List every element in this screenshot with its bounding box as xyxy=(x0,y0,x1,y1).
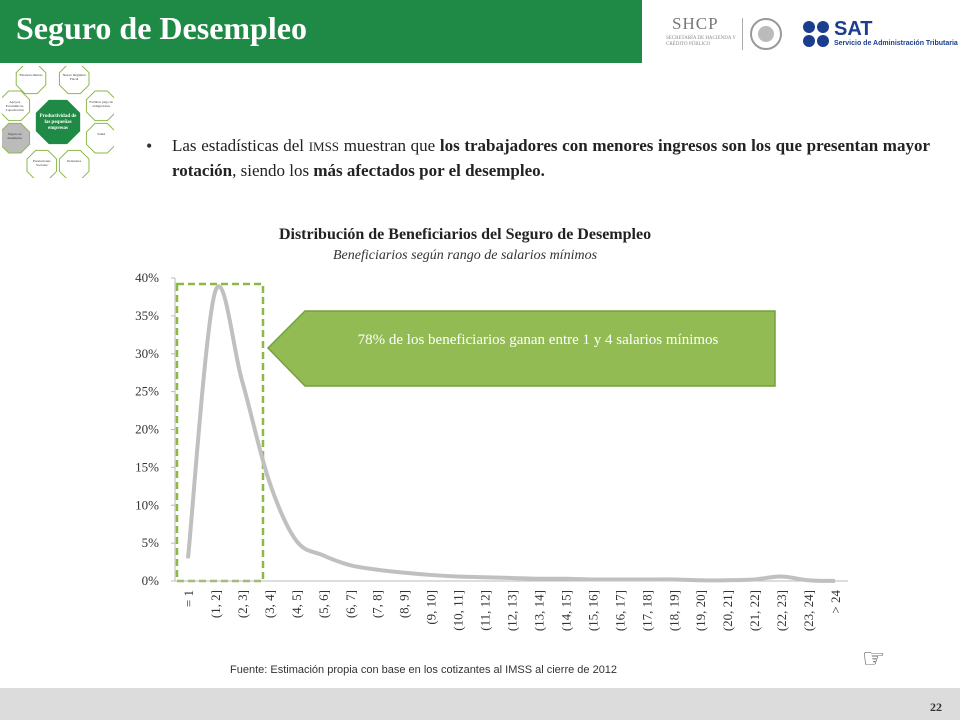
x-tick-label: (5, 6] xyxy=(316,590,331,618)
diagram-node-label: Seguro de desempleo xyxy=(7,132,23,141)
x-tick-label: (16, 17] xyxy=(612,590,627,631)
x-tick-label: (23, 24] xyxy=(801,590,816,631)
x-tick-label: (22, 23] xyxy=(774,590,789,631)
bullet-segment: muestran que xyxy=(339,136,440,155)
x-tick-label: (12, 13] xyxy=(505,590,520,631)
header-bar xyxy=(0,0,642,63)
diagram-node-label: Facilitar pago de obligaciones xyxy=(89,99,113,108)
y-tick-label: 15% xyxy=(135,459,159,474)
chart: 0% 5% 10% 15% 20% 25% 30% 35% 40% = 1 (1, 2] (2, 3]… xyxy=(135,270,848,631)
y-tick-label: 30% xyxy=(135,346,159,361)
y-tick-label: 10% xyxy=(135,497,159,512)
bullet-segment: los trabajadores con menores ingresos so… xyxy=(172,136,930,180)
y-tick-label: 25% xyxy=(135,384,159,399)
y-tick-label: 0% xyxy=(142,573,160,588)
chart-subtitle: Beneficiarios según rango de salarios mí… xyxy=(332,248,598,263)
chart-title: Distribución de Beneficiarios del Seguro… xyxy=(278,226,652,243)
y-tick-label: 40% xyxy=(135,270,159,285)
diagram-node-label: Financia-miento xyxy=(19,72,43,77)
x-tick-label: = 1 xyxy=(181,590,196,607)
x-tick-label: (18, 19] xyxy=(666,590,681,631)
x-tick-label: (6, 7] xyxy=(343,590,358,618)
bullet-segment: , siendo los xyxy=(232,161,314,180)
diagram-node xyxy=(15,63,47,95)
bullet-segment: más afectados por el desempleo. xyxy=(313,161,545,180)
y-tick-label: 20% xyxy=(135,422,159,437)
page-number: 22 xyxy=(930,700,942,714)
x-tick-label: (3, 4] xyxy=(262,590,277,618)
x-tick-label: (10, 11] xyxy=(451,590,466,631)
logo-text: SAT xyxy=(834,18,873,40)
x-tick-label: > 24 xyxy=(828,590,843,614)
x-tick-label: (21, 22] xyxy=(747,590,762,631)
source: Fuente: Estimación propia con base en lo… xyxy=(230,664,618,676)
diagram-node-label: Apoyos Económicos, Capacitación xyxy=(5,99,24,112)
bullet-dot: • xyxy=(146,136,153,156)
y-tick-label: 5% xyxy=(142,535,160,550)
diagram-node-label: Pensiones xyxy=(67,159,82,164)
logo-text: SHCP xyxy=(672,14,719,33)
bullet-segment: Las estadísticas del xyxy=(172,136,309,155)
diagram-node xyxy=(85,122,117,154)
diagram-shapes xyxy=(0,63,117,181)
diagram-node xyxy=(85,90,117,122)
hand-icon: ☞ xyxy=(862,644,886,673)
divider xyxy=(742,18,743,50)
x-tick-label: (1, 2] xyxy=(208,590,223,618)
callout-text: 78% de los beneficiarios ganan entre 1 y… xyxy=(357,332,719,348)
x-tick-label: (2, 3] xyxy=(235,590,250,618)
diagram: Financia-miento Nuevo Régimen Fiscal Facil… xyxy=(0,63,117,181)
x-tick-label: (19, 20] xyxy=(693,590,708,631)
x-tick-label: (4, 5] xyxy=(289,590,304,618)
x-tick-label: (20, 21] xyxy=(720,590,735,631)
logo-text: Servicio de Administración Tributaria xyxy=(834,40,958,47)
diagram-center xyxy=(35,99,81,145)
diagram-node-label: Prestaciones Sociales xyxy=(33,159,51,168)
highlight-box xyxy=(175,282,265,583)
x-tick-label: (11, 12] xyxy=(478,590,493,631)
x-tick-label: (7, 8] xyxy=(370,590,385,618)
x-tick-label: (17, 18] xyxy=(639,590,654,631)
footer-bar xyxy=(0,688,960,720)
x-tick-label: (13, 14] xyxy=(531,590,546,631)
x-tick-label: (15, 16] xyxy=(585,590,600,631)
callout xyxy=(266,310,776,387)
x-tick-label: (14, 15] xyxy=(558,590,573,631)
diagram-node-label: Salud xyxy=(97,132,106,137)
emblem xyxy=(750,18,782,50)
logo-text: SECRETARÍA DE HACIENDA Y CRÉDITO PÚBLICO xyxy=(666,36,736,47)
diagram-center-label: Productividad de las pequeñas empresas xyxy=(39,114,77,131)
diagram-node xyxy=(58,63,90,95)
x-tick-label: (9, 10] xyxy=(424,590,439,625)
diagram-node-label: Nuevo Régimen Fiscal xyxy=(62,72,86,81)
data-line xyxy=(186,284,836,583)
x-tick-label: (8, 9] xyxy=(397,590,412,618)
bullet-text: Las estadísticas del IMSS muestran que l… xyxy=(172,134,930,183)
y-tick-label: 35% xyxy=(135,308,159,323)
bullet-segment: IMSS xyxy=(308,139,340,154)
slide-title: Seguro de Desempleo xyxy=(16,10,307,46)
sat-icon xyxy=(803,21,829,47)
